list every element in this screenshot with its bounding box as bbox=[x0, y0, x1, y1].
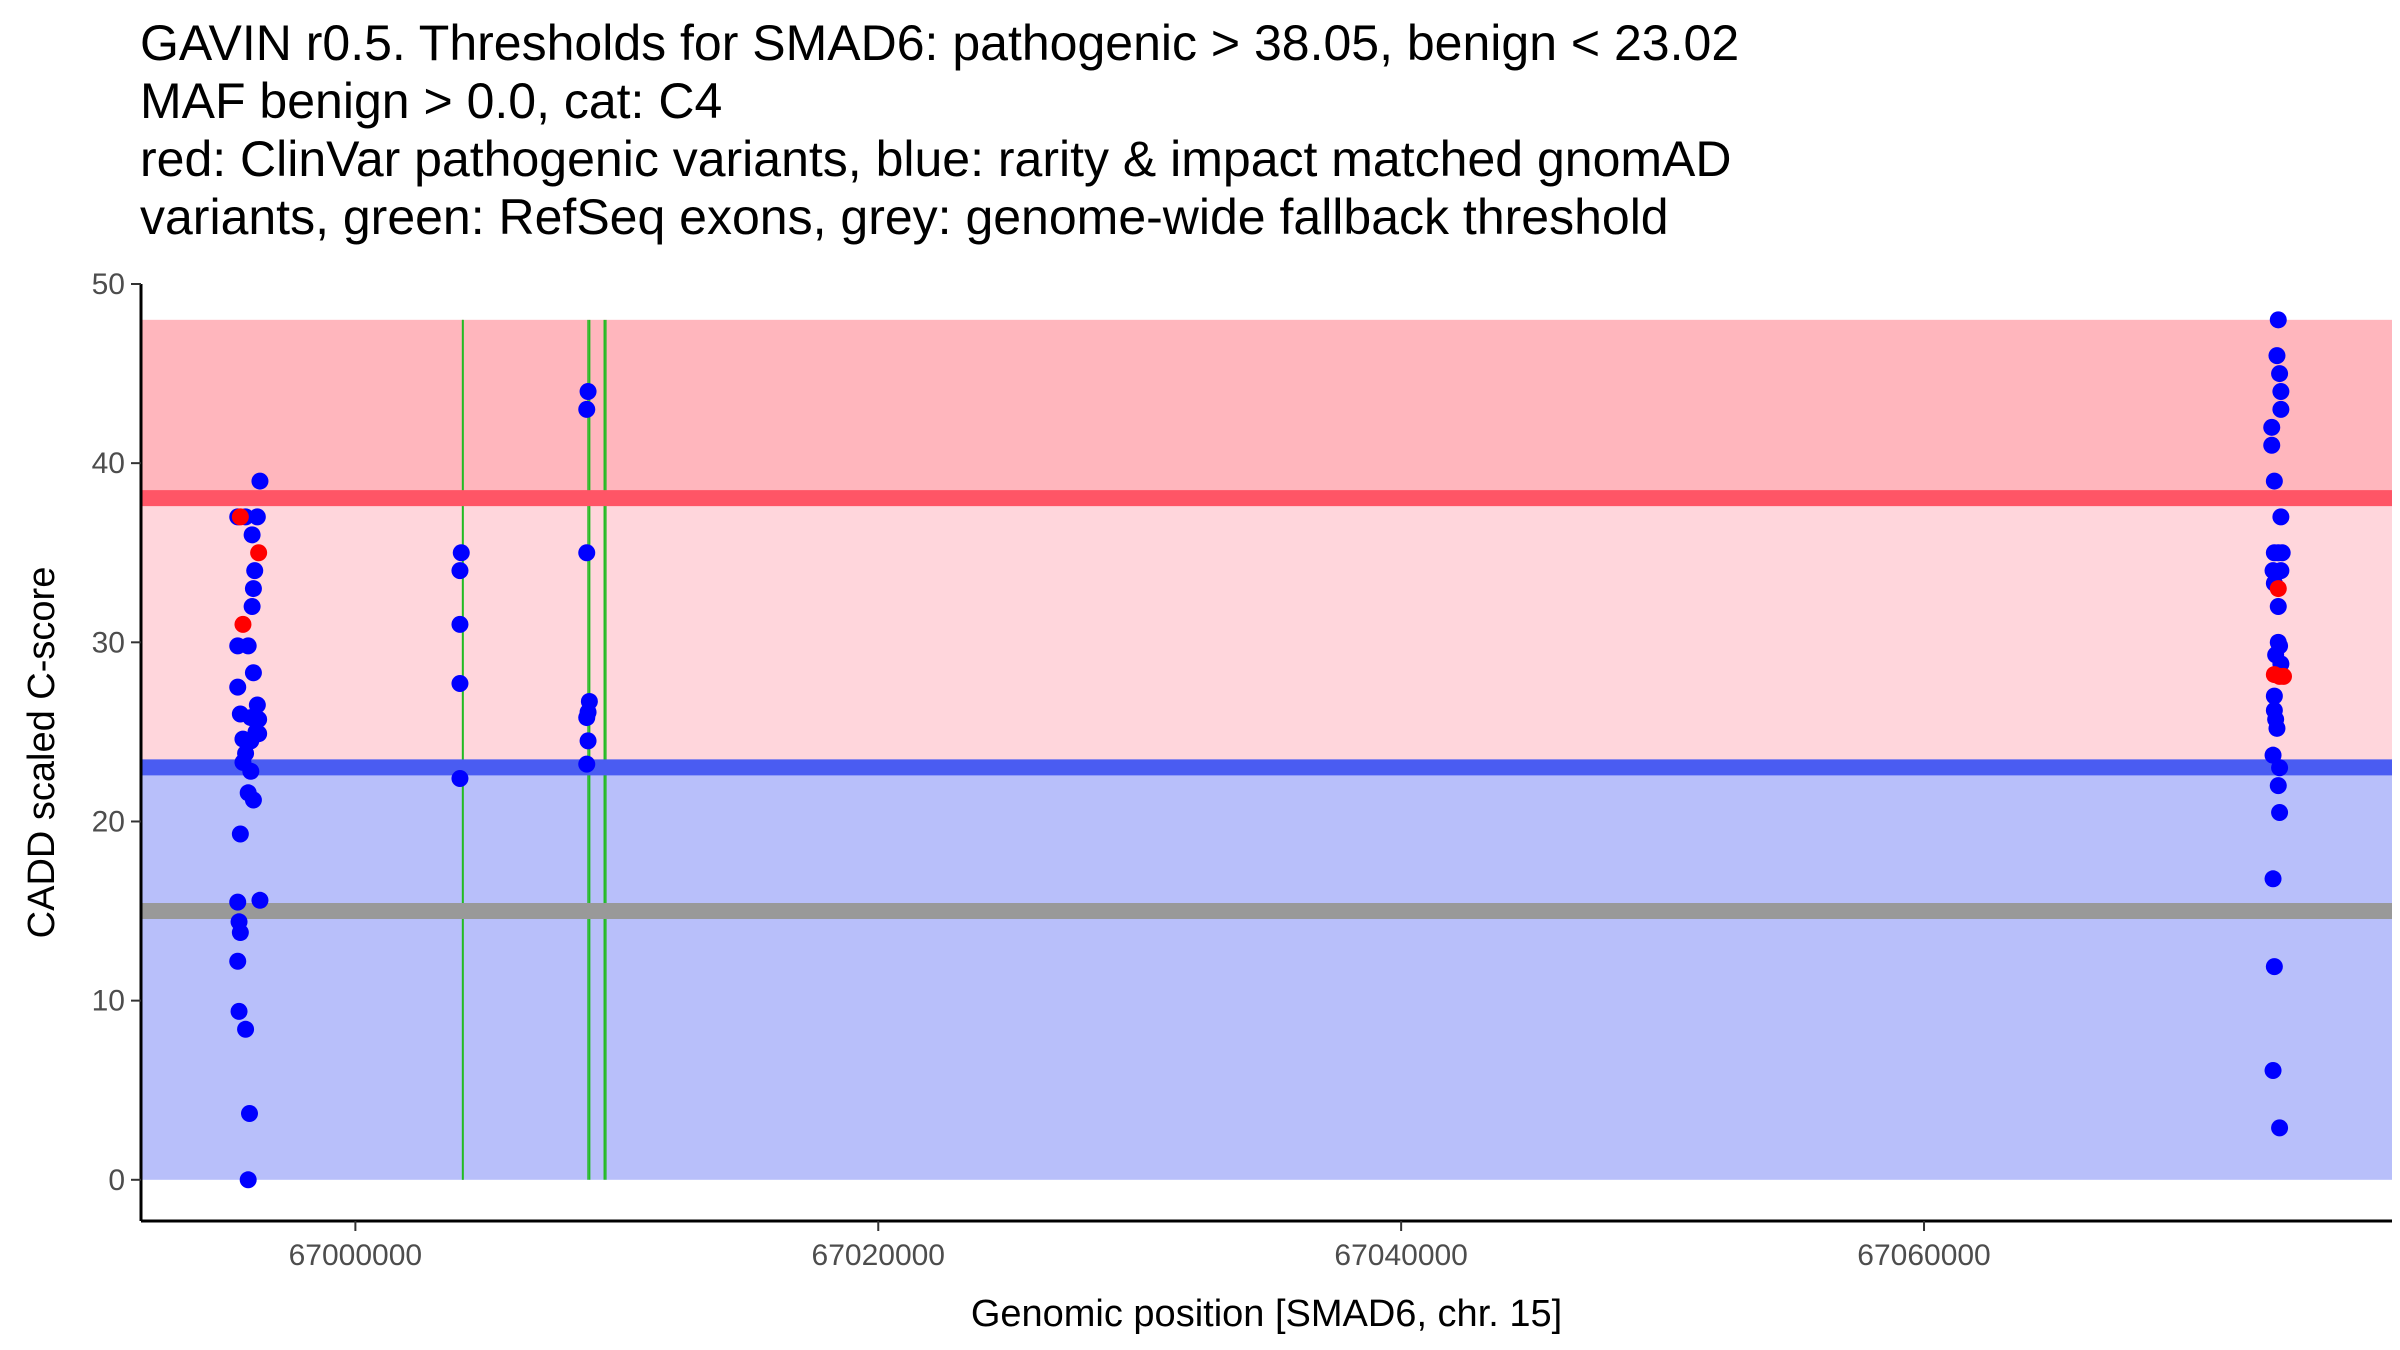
gnomad-point bbox=[237, 1020, 255, 1038]
gnomad-point bbox=[243, 526, 261, 544]
gnomad-point bbox=[2271, 804, 2289, 822]
gnomad-point bbox=[248, 508, 266, 526]
gnomad-point bbox=[2265, 687, 2283, 705]
y-tick-label: 20 bbox=[92, 805, 125, 838]
gnomad-point bbox=[251, 472, 269, 490]
gnomad-point bbox=[578, 709, 596, 727]
gnomad-point bbox=[229, 678, 247, 696]
gnomad-point bbox=[2264, 870, 2282, 888]
gnomad-point bbox=[251, 891, 269, 909]
uncertain-region bbox=[141, 498, 2392, 768]
gnomad-point bbox=[578, 544, 596, 562]
data-points bbox=[229, 311, 2293, 1189]
clinvar-pathogenic-point bbox=[231, 508, 249, 526]
gnomad-point bbox=[2265, 472, 2283, 490]
gnomad-point bbox=[2272, 382, 2290, 400]
chart-title-line-3: red: ClinVar pathogenic variants, blue: … bbox=[140, 131, 1732, 187]
benign-region bbox=[141, 767, 2392, 1180]
clinvar-pathogenic-point bbox=[2275, 667, 2293, 685]
gnomad-point bbox=[240, 1105, 258, 1123]
gnomad-point bbox=[579, 382, 597, 400]
gnomad-point bbox=[2264, 746, 2282, 764]
gnomad-point bbox=[2271, 759, 2289, 777]
gnomad-point bbox=[243, 597, 261, 615]
chart-title-block: GAVIN r0.5. Thresholds for SMAD6: pathog… bbox=[140, 14, 2340, 246]
gnomad-point bbox=[229, 952, 247, 970]
x-axis-title: Genomic position [SMAD6, chr. 15] bbox=[971, 1293, 1562, 1335]
x-tick-label: 67020000 bbox=[812, 1239, 945, 1272]
gnomad-point bbox=[2271, 1119, 2289, 1137]
gnomad-point bbox=[2273, 544, 2291, 562]
gnomad-point bbox=[579, 732, 597, 750]
gnomad-point bbox=[2265, 958, 2283, 976]
clinvar-pathogenic-point bbox=[250, 544, 268, 562]
chart-title-line-1: GAVIN r0.5. Thresholds for SMAD6: pathog… bbox=[140, 15, 1740, 71]
gnomad-point bbox=[2272, 508, 2290, 526]
exon-lines bbox=[461, 319, 607, 1180]
clinvar-pathogenic-point bbox=[2269, 580, 2287, 598]
gnomad-point bbox=[451, 615, 469, 633]
threshold-lines bbox=[141, 490, 2392, 920]
gnomad-point bbox=[250, 725, 268, 743]
gnomad-point bbox=[451, 562, 469, 580]
gnomad-point bbox=[578, 400, 596, 418]
gnomad-point bbox=[231, 825, 249, 843]
gnomad-point bbox=[2268, 719, 2286, 737]
gnomad-point bbox=[244, 664, 262, 682]
x-tick-label: 67000000 bbox=[289, 1239, 422, 1272]
gnomad-point bbox=[451, 769, 469, 787]
gnomad-point bbox=[2271, 365, 2289, 383]
gnomad-point bbox=[248, 696, 266, 714]
y-axis-title: CADD scaled C-score bbox=[21, 567, 63, 939]
gnomad-point bbox=[246, 562, 264, 580]
gnomad-point bbox=[230, 1002, 248, 1020]
gnomad-point bbox=[239, 1171, 257, 1189]
y-tick-label: 50 bbox=[92, 268, 125, 301]
y-tick-label: 0 bbox=[108, 1164, 125, 1197]
gnomad-point bbox=[244, 791, 262, 809]
gnomad-point bbox=[2272, 562, 2290, 580]
gnomad-point bbox=[2263, 436, 2281, 454]
gnomad-point bbox=[242, 762, 260, 780]
gnomad-point bbox=[2264, 1062, 2282, 1080]
y-tick-label: 10 bbox=[92, 985, 125, 1018]
gnomad-point bbox=[231, 924, 249, 942]
gnomad-point bbox=[229, 893, 247, 911]
gnomad-point bbox=[451, 675, 469, 693]
gnomad-point bbox=[2268, 347, 2286, 365]
clinvar-pathogenic-point bbox=[234, 615, 252, 633]
ticks: 0 10 20 30 40 50 67000000 67020000 67040000 67060… bbox=[92, 268, 1991, 1272]
gnomad-point bbox=[2269, 777, 2287, 795]
x-tick-label: 67060000 bbox=[1857, 1239, 1990, 1272]
chart-title-line-4: variants, green: RefSeq exons, grey: gen… bbox=[140, 189, 1669, 245]
y-tick-label: 40 bbox=[92, 447, 125, 480]
gnomad-point bbox=[452, 544, 470, 562]
gnomad-point bbox=[239, 637, 257, 655]
gnomad-point bbox=[2263, 418, 2281, 436]
gnomad-point bbox=[2269, 597, 2287, 615]
gnomad-point bbox=[2272, 400, 2290, 418]
chart-title-line-2: MAF benign > 0.0, cat: C4 bbox=[140, 73, 723, 129]
gnomad-point bbox=[244, 580, 262, 598]
threshold-regions bbox=[141, 319, 2392, 1180]
axes bbox=[139, 284, 2392, 1223]
y-tick-label: 30 bbox=[92, 626, 125, 659]
x-tick-label: 67040000 bbox=[1334, 1239, 1467, 1272]
pathogenic-region bbox=[141, 319, 2392, 499]
gnomad-point bbox=[2269, 311, 2287, 329]
gnomad-point bbox=[578, 755, 596, 773]
